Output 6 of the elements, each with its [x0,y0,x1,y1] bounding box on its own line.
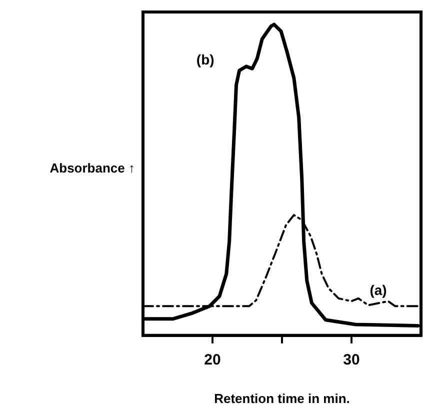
x-axis-title: Retention time in min. [214,390,350,406]
x-tick-label: 30 [343,352,360,369]
y-axis-title: Absorbance ↑ [50,160,135,176]
series-label: (a) [370,282,387,298]
series-label: (b) [196,51,214,68]
x-tick-label: 20 [204,352,221,369]
